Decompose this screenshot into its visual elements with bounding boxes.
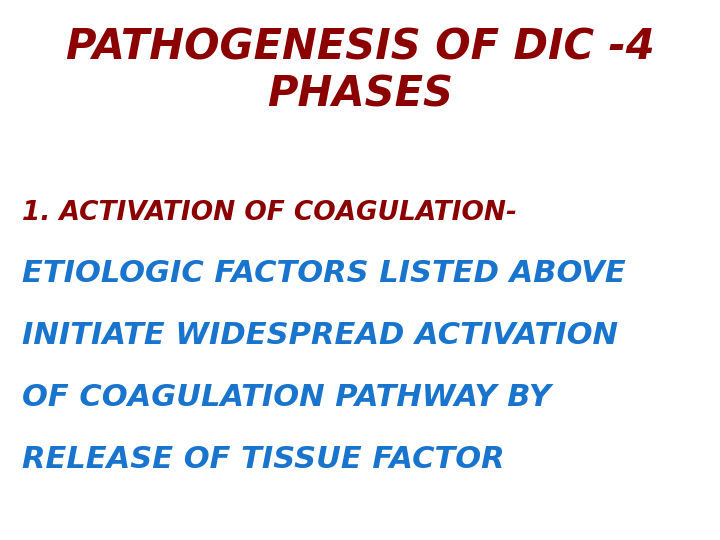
- Text: INITIATE WIDESPREAD ACTIVATION: INITIATE WIDESPREAD ACTIVATION: [22, 321, 618, 350]
- Text: OF COAGULATION PATHWAY BY: OF COAGULATION PATHWAY BY: [22, 383, 551, 413]
- Text: ETIOLOGIC FACTORS LISTED ABOVE: ETIOLOGIC FACTORS LISTED ABOVE: [22, 259, 626, 288]
- Text: RELEASE OF TISSUE FACTOR: RELEASE OF TISSUE FACTOR: [22, 446, 504, 475]
- Text: 1. ACTIVATION OF COAGULATION-: 1. ACTIVATION OF COAGULATION-: [22, 200, 517, 226]
- Text: PATHOGENESIS OF DIC -4
PHASES: PATHOGENESIS OF DIC -4 PHASES: [66, 27, 654, 116]
